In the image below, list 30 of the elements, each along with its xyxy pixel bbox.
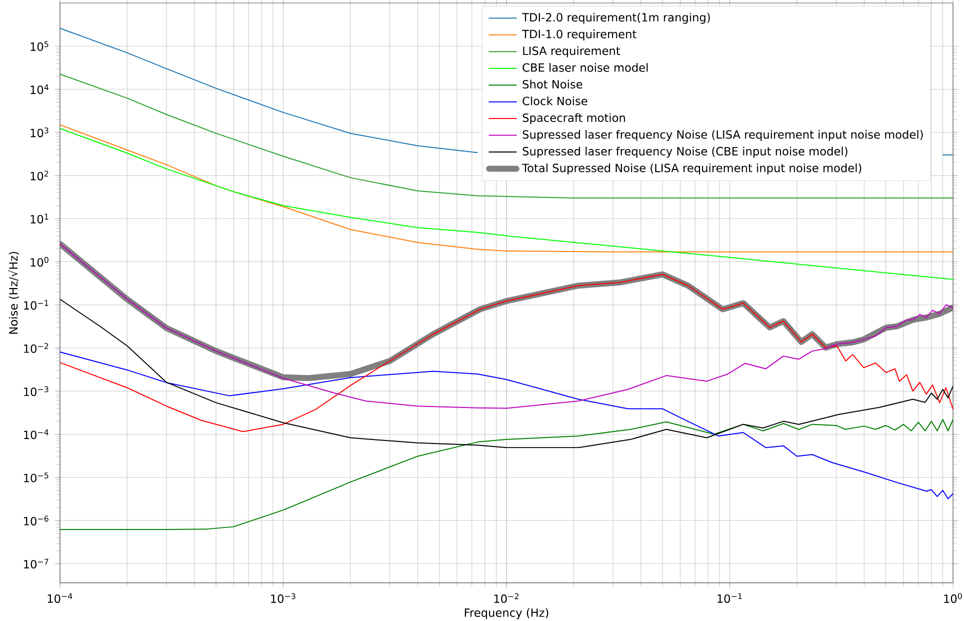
legend-label: Shot Noise bbox=[522, 80, 582, 89]
legend-label: Total Supressed Noise (LISA requirement input noise model) bbox=[522, 164, 862, 175]
y-tick-label: 10$^{−2}$ bbox=[24, 343, 48, 354]
legend-label: Supressed laser frequency Noise (CBE input noise model) bbox=[522, 146, 848, 158]
legend-label: Supressed laser frequency Noise (LISA requirement input noise model) bbox=[522, 130, 923, 142]
y-tick-label: 10$^{0}$ bbox=[30, 256, 48, 267]
x-tick-label: 10$^{−1}$ bbox=[718, 593, 742, 604]
legend-label: LISA requirement bbox=[523, 46, 620, 58]
y-tick-label: 10$^{−5}$ bbox=[24, 472, 48, 482]
y-axis-title: Noise (Hz/√Hz) bbox=[8, 252, 19, 334]
y-tick-label: 10$^{−7}$ bbox=[24, 558, 48, 569]
x-tick-label: 10$^{0}$ bbox=[944, 593, 962, 604]
y-tick-label: 10$^{2}$ bbox=[30, 170, 48, 181]
x-tick-label: 10$^{−3}$ bbox=[271, 593, 296, 604]
x-tick-label: 10$^{−2}$ bbox=[494, 593, 518, 604]
y-tick-label: 10$^{4}$ bbox=[30, 84, 48, 94]
y-tick-label: 10$^{3}$ bbox=[30, 128, 48, 138]
y-tick-label: 10$^{5}$ bbox=[30, 41, 48, 52]
y-tick-label: 10$^{−1}$ bbox=[24, 300, 48, 310]
legend-label: TDI-1.0 requirement bbox=[522, 30, 636, 41]
x-axis-title: Frequency (Hz) bbox=[464, 608, 548, 620]
legend-label: TDI-2.0 requirement(1m ranging) bbox=[522, 12, 710, 24]
y-tick-label: 10$^{−4}$ bbox=[24, 430, 48, 440]
legend-label: CBE laser noise model bbox=[522, 63, 648, 72]
legend-label: Spacecraft motion bbox=[522, 113, 625, 124]
y-tick-label: 10$^{−6}$ bbox=[24, 516, 48, 526]
y-tick-label: 10$^{−3}$ bbox=[24, 386, 48, 396]
y-tick-label: 10$^{1}$ bbox=[30, 214, 48, 224]
x-tick-label: 10$^{−4}$ bbox=[48, 593, 72, 604]
legend-label: Clock Noise bbox=[522, 96, 588, 106]
